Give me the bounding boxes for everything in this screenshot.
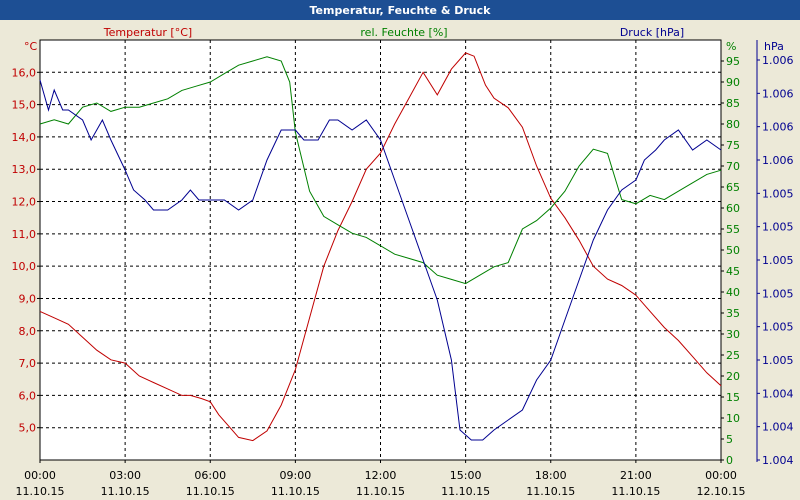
humidity-tick-label: 90 [726,76,740,89]
pressure-tick-label: 1.004 [762,454,794,467]
x-tick-time: 00:00 [24,469,56,482]
pressure-tick-label: 1.004 [762,387,794,400]
humidity-tick-label: 80 [726,118,740,131]
pressure-tick-label: 1.005 [762,254,794,267]
humidity-tick-label: 0 [726,454,733,467]
pressure-tick-label: 1.005 [762,321,794,334]
pressure-tick-label: 1.005 [762,287,794,300]
humidity-tick-label: 60 [726,202,740,215]
x-tick-time: 06:00 [194,469,226,482]
temperature-tick-label: 9,0 [19,292,37,305]
humidity-axis-label: rel. Feuchte [%] [360,26,447,39]
temperature-tick-label: 5,0 [19,422,37,435]
x-tick-time: 09:00 [280,469,312,482]
temperature-tick-label: 14,0 [12,131,37,144]
temperature-tick-label: 15,0 [12,99,37,112]
pressure-tick-label: 1.005 [762,354,794,367]
pressure-tick-label: 1.006 [762,54,794,67]
pressure-tick-label: 1.006 [762,87,794,100]
humidity-tick-label: 75 [726,139,740,152]
humidity-tick-label: 55 [726,223,740,236]
pressure-tick-label: 1.005 [762,221,794,234]
humidity-tick-label: 15 [726,391,740,404]
chart-title: Temperatur, Feuchte & Druck [310,4,492,17]
pressure-line [39,79,722,441]
humidity-tick-label: 20 [726,370,740,383]
humidity-tick-label: 35 [726,307,740,320]
x-tick-time: 12:00 [365,469,397,482]
grid-lines [40,40,721,460]
temperature-tick-label: 8,0 [19,325,37,338]
title-bar [0,0,800,20]
temperature-axis-label: Temperatur [°C] [103,26,192,39]
humidity-unit: % [726,40,736,53]
x-tick-date: 11.10.15 [356,485,405,498]
humidity-tick-label: 50 [726,244,740,257]
humidity-tick-label: 65 [726,181,740,194]
x-tick-date: 11.10.15 [526,485,575,498]
humidity-line [39,56,722,285]
x-tick-time: 21:00 [620,469,652,482]
humidity-tick-label: 70 [726,160,740,173]
humidity-tick-label: 30 [726,328,740,341]
series-lines [39,52,722,442]
pressure-tick-labels: 1.006 1.006 1.006 1.006 1.005 1.005 1.005 1.005… [757,54,794,467]
pressure-tick-label: 1.004 [762,421,794,434]
x-tick-date: 11.10.15 [271,485,320,498]
temperature-unit: °C [24,40,38,53]
temperature-tick-label: 7,0 [19,357,37,370]
pressure-tick-label: 1.006 [762,154,794,167]
x-tick-date: 11.10.15 [16,485,65,498]
pressure-tick-label: 1.005 [762,187,794,200]
temperature-tick-label: 10,0 [12,260,37,273]
humidity-tick-label: 10 [726,412,740,425]
temperature-tick-label: 13,0 [12,163,37,176]
temperature-tick-label: 11,0 [12,228,37,241]
x-tick-time: 03:00 [109,469,141,482]
temperature-tick-label: 16,0 [12,66,37,79]
humidity-tick-label: 95 [726,55,740,68]
temperature-line [39,52,722,442]
humidity-tick-label: 5 [726,433,733,446]
humidity-tick-label: 25 [726,349,740,362]
pressure-tick-label: 1.006 [762,121,794,134]
x-tick-labels: 00:00 11.10.15 03:00 11.10.15 06:00 11.10.15 0… [16,460,746,498]
humidity-tick-label: 40 [726,286,740,299]
x-tick-time: 00:00 [705,469,737,482]
temperature-tick-label: 12,0 [12,196,37,209]
x-tick-date: 11.10.15 [441,485,490,498]
x-tick-date: 11.10.15 [101,485,150,498]
temperature-tick-labels: 16,0 15,0 14,0 13,0 12,0 11,0 10,0 9,0 8,0 7,0 6,0… [12,66,40,435]
x-tick-time: 18:00 [535,469,567,482]
temperature-tick-label: 6,0 [19,389,37,402]
humidity-tick-label: 45 [726,265,740,278]
pressure-unit: hPa [764,40,784,53]
x-tick-date: 11.10.15 [186,485,235,498]
pressure-axis-label: Druck [hPa] [620,26,684,39]
x-tick-date: 12.10.15 [697,485,746,498]
x-tick-date: 11.10.15 [611,485,660,498]
humidity-tick-label: 85 [726,97,740,110]
x-tick-time: 15:00 [450,469,482,482]
